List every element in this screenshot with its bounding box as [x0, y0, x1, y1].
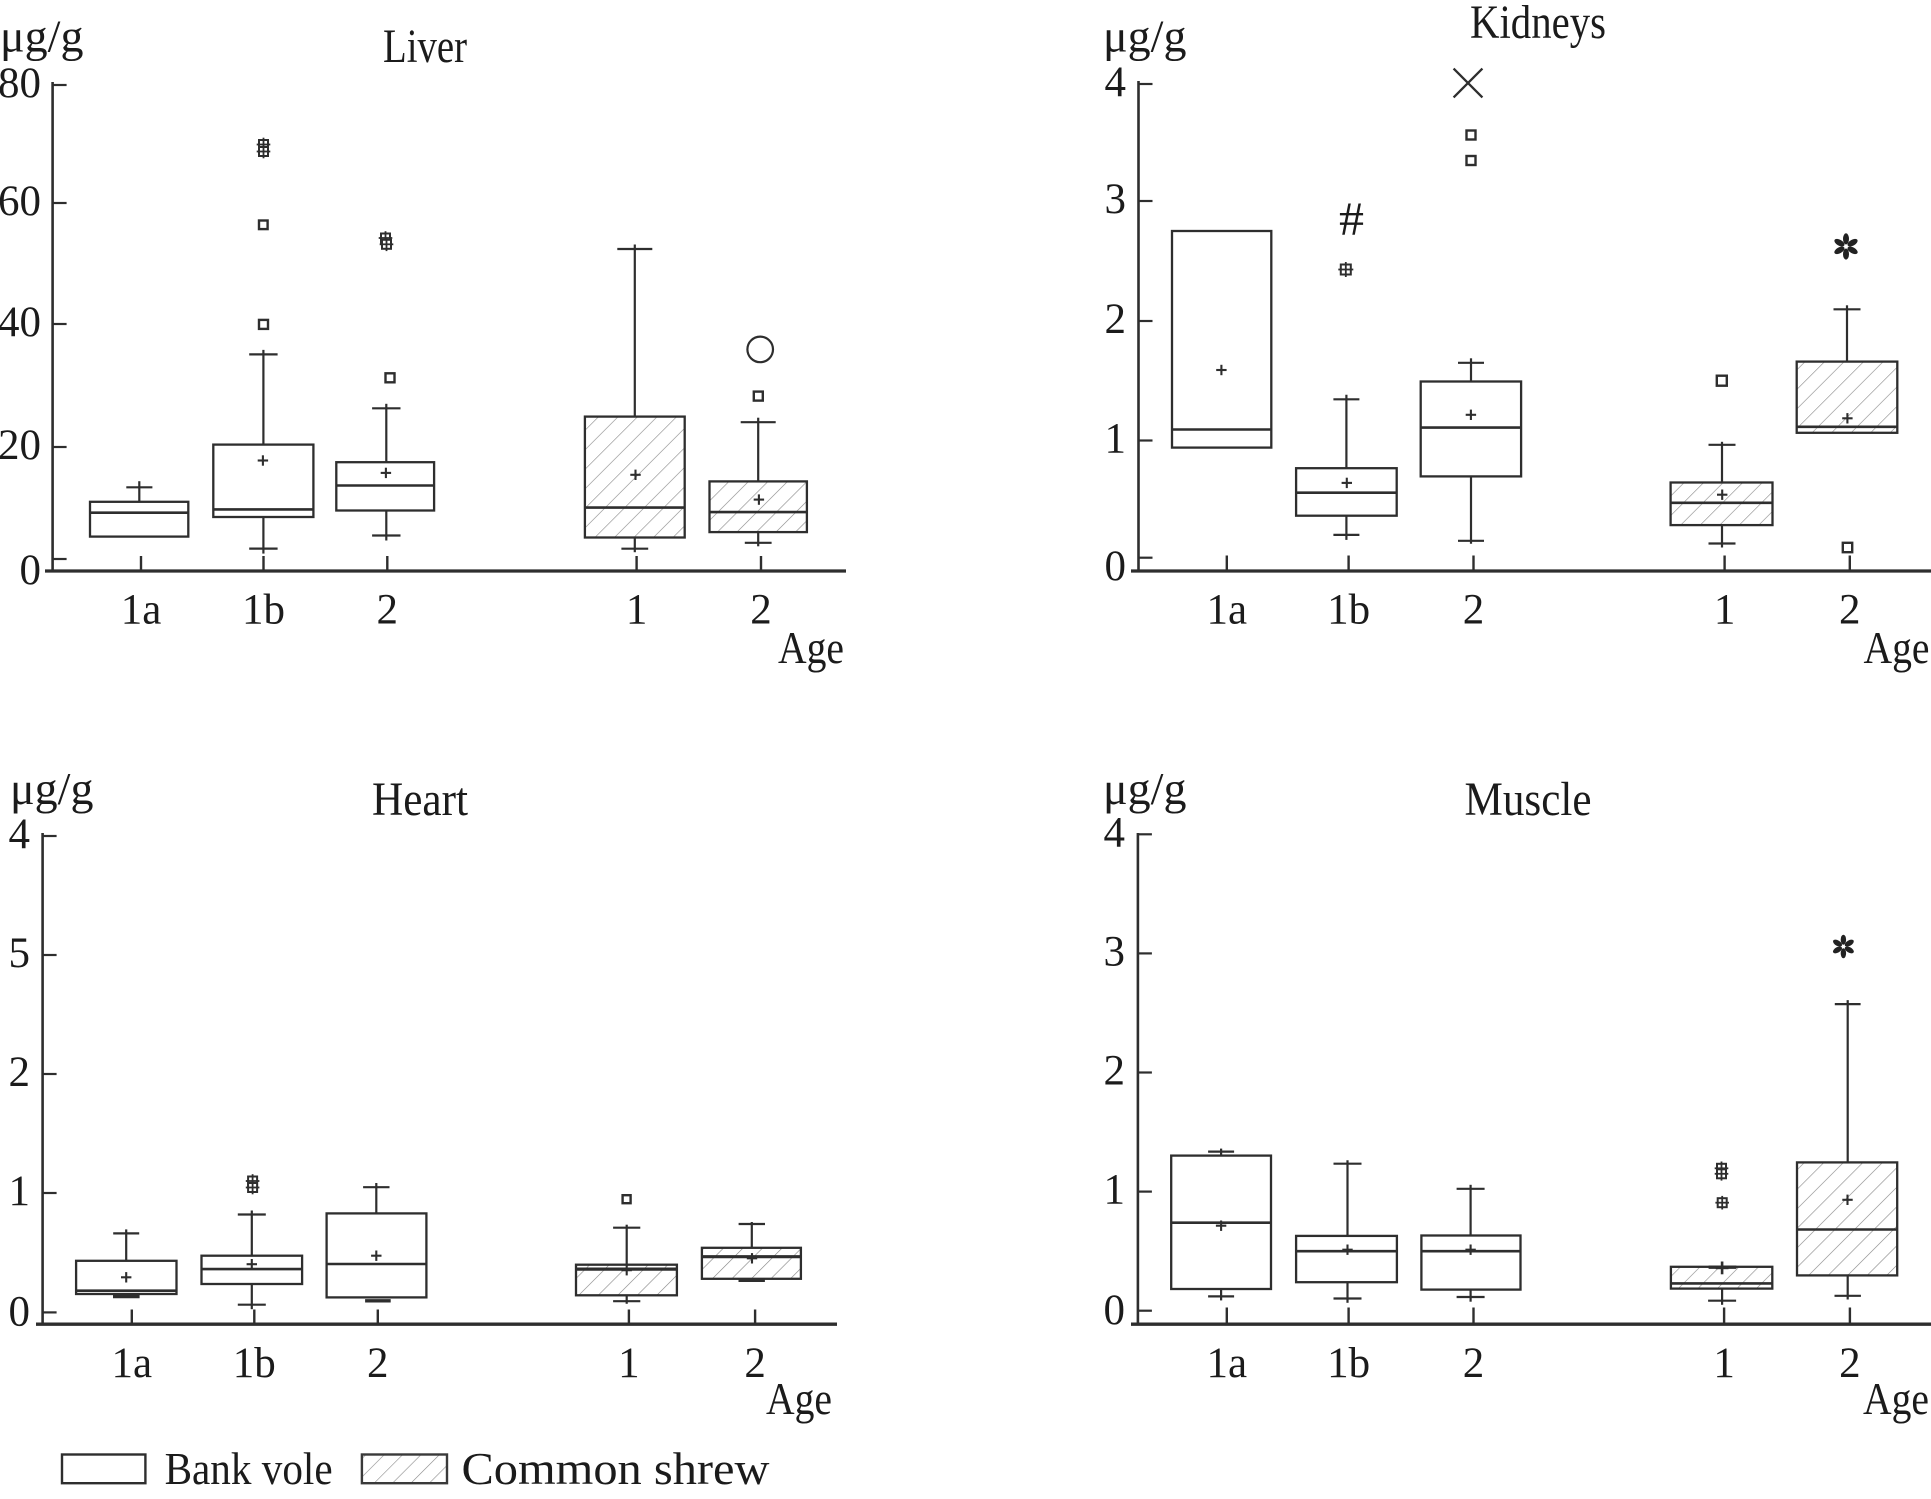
svg-text:Heart: Heart	[372, 773, 469, 826]
svg-text:Muscle: Muscle	[1465, 773, 1592, 826]
svg-text:Bank vole: Bank vole	[165, 1443, 333, 1494]
svg-text:1: 1	[1104, 1167, 1126, 1214]
svg-text:2: 2	[9, 1049, 31, 1096]
svg-text:60: 60	[0, 178, 41, 225]
svg-text:2: 2	[1104, 1048, 1126, 1095]
svg-text:2: 2	[1105, 296, 1127, 343]
svg-text:μg/g: μg/g	[1103, 763, 1186, 814]
svg-text:20: 20	[0, 422, 41, 469]
svg-text:2: 2	[750, 587, 772, 634]
svg-text:1b: 1b	[1327, 1340, 1370, 1387]
svg-text:0: 0	[1105, 543, 1127, 590]
svg-text:1: 1	[618, 1340, 640, 1387]
svg-text:μg/g: μg/g	[10, 763, 93, 814]
svg-text:2: 2	[744, 1340, 766, 1387]
svg-text:Age: Age	[1863, 1373, 1929, 1424]
svg-text:1a: 1a	[121, 587, 162, 634]
svg-text:μg/g: μg/g	[0, 11, 83, 62]
svg-text:4: 4	[9, 811, 31, 858]
svg-text:1: 1	[9, 1168, 31, 1215]
svg-text:#: #	[1339, 193, 1364, 246]
svg-text:1b: 1b	[1327, 587, 1370, 634]
svg-text:1b: 1b	[233, 1340, 276, 1387]
svg-text:2: 2	[1463, 587, 1485, 634]
svg-text:1: 1	[1105, 416, 1127, 463]
svg-text:1: 1	[1714, 587, 1736, 634]
svg-text:Age: Age	[766, 1373, 832, 1424]
svg-text:Age: Age	[778, 622, 844, 673]
svg-text:4: 4	[1105, 59, 1127, 106]
svg-text:1a: 1a	[1207, 1340, 1248, 1387]
svg-text:3: 3	[1105, 176, 1127, 223]
svg-text:3: 3	[1104, 928, 1126, 975]
svg-text:Age: Age	[1864, 622, 1930, 673]
svg-text:Liver: Liver	[383, 20, 467, 73]
svg-text:2: 2	[367, 1340, 389, 1387]
svg-text:2: 2	[1463, 1340, 1485, 1387]
svg-text:1a: 1a	[112, 1340, 153, 1387]
svg-text:μg/g: μg/g	[1103, 11, 1186, 62]
svg-text:0: 0	[1104, 1287, 1126, 1334]
svg-text:Common shrew: Common shrew	[462, 1443, 771, 1494]
svg-text:4: 4	[1104, 809, 1126, 856]
svg-text:1: 1	[1713, 1340, 1735, 1387]
svg-text:2: 2	[1839, 587, 1861, 634]
svg-text:2: 2	[1839, 1340, 1861, 1387]
svg-text:Kidneys: Kidneys	[1470, 0, 1606, 49]
svg-text:80: 80	[0, 60, 41, 107]
svg-text:1a: 1a	[1207, 587, 1248, 634]
svg-text:2: 2	[377, 587, 399, 634]
svg-text:1: 1	[626, 587, 648, 634]
svg-text:0: 0	[20, 547, 42, 594]
svg-text:0: 0	[9, 1289, 31, 1336]
svg-text:5: 5	[9, 930, 31, 977]
svg-text:40: 40	[0, 299, 41, 346]
svg-text:1b: 1b	[242, 587, 285, 634]
